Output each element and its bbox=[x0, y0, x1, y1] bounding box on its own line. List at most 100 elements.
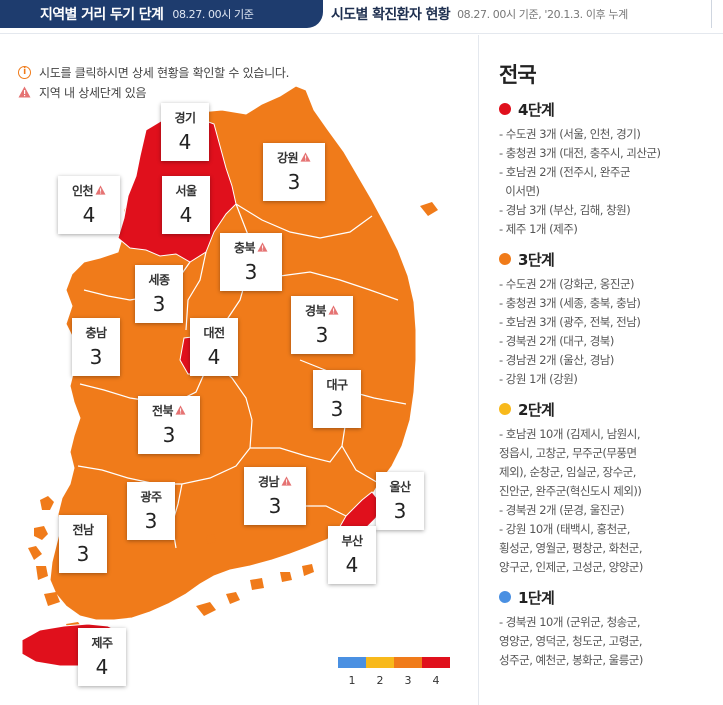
region-name: 울산 bbox=[376, 478, 424, 494]
legend-swatch-3 bbox=[394, 657, 422, 668]
level-group-item: - 제주 1개 (제주) bbox=[499, 222, 578, 236]
level-group-item: 제외), 순창군, 임실군, 장수군, bbox=[499, 465, 636, 479]
level-group-item: - 수도권 2개 (강화군, 옹진군) bbox=[499, 277, 635, 291]
level-group-item: - 경북권 2개 (대구, 경북) bbox=[499, 334, 614, 348]
region-card[interactable]: 울산 3 bbox=[376, 472, 424, 530]
tab-distancing-levels[interactable]: 지역별 거리 두기 단계 08.27. 00시 기준 bbox=[0, 0, 323, 28]
panel-title: 전국 bbox=[499, 63, 537, 87]
legend-swatch-2 bbox=[366, 657, 394, 668]
warn-hint-text: 지역 내 상세단계 있음 bbox=[39, 85, 147, 100]
info-icon: i bbox=[18, 65, 31, 79]
region-level: 4 bbox=[179, 203, 193, 227]
level-dot-icon bbox=[499, 591, 511, 603]
level-group-item: 횡성군, 영월군, 평창군, 화천군, bbox=[499, 541, 643, 555]
tab-distancing-levels-date: 08.27. 00시 기준 bbox=[172, 8, 254, 21]
level-group-item: 양구군, 인제군, 고성군, 양양군) bbox=[499, 560, 643, 574]
level-group-item: - 충청권 3개 (세종, 충북, 충남) bbox=[499, 296, 641, 310]
tab-confirmed-cases-title: 시도별 확진환자 현황 bbox=[331, 7, 451, 23]
level-group-item: 성주군, 예천군, 봉화군, 울릉군) bbox=[499, 653, 643, 667]
warning-icon bbox=[18, 86, 31, 98]
region-card[interactable]: 강원 3 bbox=[263, 143, 325, 201]
region-card[interactable]: 인천 4 bbox=[58, 176, 120, 234]
warning-icon bbox=[279, 476, 292, 486]
level-group-list: - 수도권 3개 (서울, 인천, 경기) - 충청권 3개 (대전, 충주시, … bbox=[499, 125, 723, 239]
region-name: 전남 bbox=[59, 521, 107, 537]
legend-label-1: 1 bbox=[348, 674, 356, 687]
region-card[interactable]: 전남 3 bbox=[59, 515, 107, 573]
region-name-text: 경기 bbox=[174, 110, 196, 125]
region-name-text: 서울 bbox=[175, 183, 197, 198]
level-group-list: - 경북권 10개 (군위군, 청송군, 영양군, 영덕군, 청도군, 고령군, 성… bbox=[499, 613, 723, 670]
region-name: 강원 bbox=[263, 149, 325, 165]
click-hint-row: i 시도를 클릭하시면 상세 현황을 확인할 수 있습니다. bbox=[18, 62, 289, 82]
level-group-item: - 경남권 2개 (울산, 경남) bbox=[499, 353, 614, 367]
region-level: 3 bbox=[162, 423, 176, 447]
tab-divider bbox=[711, 0, 723, 28]
legend-label-2: 2 bbox=[376, 674, 384, 687]
region-name: 대구 bbox=[313, 376, 361, 392]
region-level: 4 bbox=[82, 203, 96, 227]
region-card[interactable]: 광주 3 bbox=[127, 482, 175, 540]
region-name-text: 전북 bbox=[151, 403, 174, 418]
level-group-name: 2단계 bbox=[518, 400, 555, 419]
warning-icon bbox=[93, 185, 106, 195]
region-level: 3 bbox=[244, 260, 258, 284]
level-group-item: - 경북권 10개 (군위군, 청송군, bbox=[499, 615, 641, 629]
level-group-header: 2단계 bbox=[499, 397, 723, 421]
region-name-text: 강원 bbox=[276, 150, 299, 165]
region-name-text: 부산 bbox=[341, 533, 363, 548]
legend-swatch-1 bbox=[338, 657, 366, 668]
level-legend: 1 2 3 4 bbox=[338, 657, 450, 687]
legend-label-3: 3 bbox=[404, 674, 412, 687]
level-group-item: - 호남권 2개 (전주시, 완주군 bbox=[499, 165, 631, 179]
region-name-text: 충남 bbox=[85, 325, 107, 340]
region-name-text: 광주 bbox=[140, 489, 162, 504]
region-name: 경기 bbox=[161, 109, 209, 125]
tab-distancing-levels-title: 지역별 거리 두기 단계 bbox=[40, 7, 164, 23]
region-name-text: 대전 bbox=[203, 325, 225, 340]
region-card[interactable]: 충남 3 bbox=[72, 318, 120, 376]
region-name: 인천 bbox=[58, 182, 120, 198]
warning-icon bbox=[326, 305, 339, 315]
region-level: 4 bbox=[178, 130, 192, 154]
level-group-item: - 호남권 3개 (광주, 전북, 전남) bbox=[499, 315, 641, 329]
region-card[interactable]: 충북 3 bbox=[220, 233, 282, 291]
level-group: 3단계 - 수도권 2개 (강화군, 옹진군) - 충청권 3개 (세종, 충북, … bbox=[499, 247, 723, 389]
region-card[interactable]: 서울 4 bbox=[162, 176, 210, 234]
region-card[interactable]: 부산 4 bbox=[328, 526, 376, 584]
region-name-text: 제주 bbox=[91, 635, 113, 650]
region-card[interactable]: 제주 4 bbox=[78, 628, 126, 686]
region-card[interactable]: 대전 4 bbox=[190, 318, 238, 376]
region-card[interactable]: 전북 3 bbox=[138, 396, 200, 454]
tab-confirmed-cases-date: 08.27. 00시 기준, '20.1.3. 이후 누계 bbox=[457, 8, 628, 21]
region-name: 전북 bbox=[138, 402, 200, 418]
level-group-item: 이서면) bbox=[499, 184, 540, 198]
region-level: 4 bbox=[345, 553, 359, 577]
region-card[interactable]: 세종 3 bbox=[135, 265, 183, 323]
legend-label-4: 4 bbox=[432, 674, 440, 687]
top-tab-bar: 지역별 거리 두기 단계 08.27. 00시 기준 시도별 확진환자 현황 0… bbox=[0, 0, 723, 34]
region-level: 3 bbox=[89, 345, 103, 369]
region-card[interactable]: 경기 4 bbox=[161, 103, 209, 161]
level-group: 1단계 - 경북권 10개 (군위군, 청송군, 영양군, 영덕군, 청도군, 고령… bbox=[499, 585, 723, 670]
level-dot-icon bbox=[499, 403, 511, 415]
region-name: 제주 bbox=[78, 634, 126, 650]
map-notes: i 시도를 클릭하시면 상세 현황을 확인할 수 있습니다. 지역 내 상세단계… bbox=[18, 62, 289, 102]
region-level: 3 bbox=[152, 292, 166, 316]
region-card[interactable]: 대구 3 bbox=[313, 370, 361, 428]
region-name-text: 인천 bbox=[71, 183, 94, 198]
level-group-name: 1단계 bbox=[518, 588, 555, 607]
level-group-item: 진안군, 완주군(혁신도시 제외)) bbox=[499, 484, 642, 498]
tab-confirmed-cases[interactable]: 시도별 확진환자 현황 08.27. 00시 기준, '20.1.3. 이후 누… bbox=[323, 0, 723, 28]
region-name: 경남 bbox=[244, 473, 306, 489]
region-name: 대전 bbox=[190, 324, 238, 340]
region-level: 4 bbox=[207, 345, 221, 369]
region-level: 3 bbox=[268, 494, 282, 518]
region-card[interactable]: 경남 3 bbox=[244, 467, 306, 525]
region-card[interactable]: 경북 3 bbox=[291, 296, 353, 354]
level-group-item: - 경북권 2개 (문경, 울진군) bbox=[499, 503, 624, 517]
region-level: 3 bbox=[393, 499, 407, 523]
click-hint-text: 시도를 클릭하시면 상세 현황을 확인할 수 있습니다. bbox=[39, 65, 290, 80]
level-dot-icon bbox=[499, 253, 511, 265]
region-name-text: 대구 bbox=[326, 377, 348, 392]
